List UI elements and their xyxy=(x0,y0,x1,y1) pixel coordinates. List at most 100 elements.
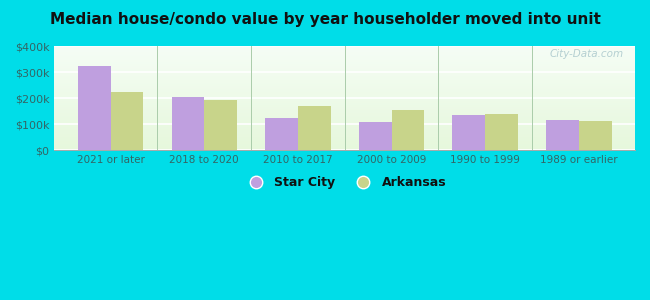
Bar xyxy=(55,55,635,56)
Bar xyxy=(55,149,635,150)
Text: City-Data.com: City-Data.com xyxy=(549,49,623,59)
Bar xyxy=(55,75,635,76)
Bar xyxy=(578,121,612,150)
Bar xyxy=(55,46,635,47)
Bar xyxy=(55,110,635,111)
Bar xyxy=(55,106,635,107)
Bar xyxy=(55,64,635,65)
Bar xyxy=(55,90,635,91)
Bar xyxy=(55,124,635,125)
Bar xyxy=(55,111,635,112)
Bar xyxy=(172,97,204,150)
Bar xyxy=(55,56,635,57)
Bar xyxy=(55,142,635,143)
Bar xyxy=(391,110,424,150)
Bar xyxy=(55,100,635,101)
Bar xyxy=(265,118,298,150)
Bar xyxy=(55,132,635,133)
Bar xyxy=(55,53,635,54)
Bar xyxy=(55,50,635,51)
Bar xyxy=(298,106,331,150)
Bar xyxy=(55,121,635,122)
Bar xyxy=(55,119,635,120)
Bar xyxy=(55,84,635,85)
Bar xyxy=(55,137,635,138)
Bar xyxy=(204,100,237,150)
Bar xyxy=(55,147,635,148)
Bar xyxy=(55,123,635,124)
Bar xyxy=(55,86,635,87)
Bar xyxy=(55,65,635,66)
Legend: Star City, Arkansas: Star City, Arkansas xyxy=(238,171,451,194)
Bar xyxy=(111,92,144,150)
Bar xyxy=(55,118,635,119)
Bar xyxy=(55,78,635,79)
Bar xyxy=(55,57,635,58)
Bar xyxy=(55,58,635,59)
Bar xyxy=(55,146,635,147)
Bar xyxy=(55,60,635,61)
Bar xyxy=(55,144,635,145)
Bar xyxy=(55,87,635,88)
Bar xyxy=(55,48,635,49)
Bar xyxy=(55,131,635,132)
Bar xyxy=(55,113,635,114)
Bar xyxy=(55,74,635,75)
Bar xyxy=(55,114,635,115)
Bar xyxy=(55,96,635,97)
Bar xyxy=(55,98,635,99)
Bar xyxy=(55,126,635,127)
Bar xyxy=(55,140,635,141)
Bar xyxy=(55,133,635,134)
Bar xyxy=(78,66,111,150)
Bar xyxy=(55,47,635,48)
Bar xyxy=(55,72,635,73)
Bar xyxy=(55,115,635,116)
Bar xyxy=(55,120,635,121)
Bar xyxy=(55,71,635,72)
Bar xyxy=(55,68,635,69)
Bar xyxy=(55,148,635,149)
Bar xyxy=(55,77,635,78)
Bar xyxy=(55,134,635,135)
Bar xyxy=(55,101,635,102)
Bar xyxy=(55,95,635,96)
Bar xyxy=(55,93,635,94)
Bar xyxy=(55,49,635,50)
Bar xyxy=(55,85,635,86)
Bar xyxy=(55,51,635,52)
Bar xyxy=(55,108,635,109)
Bar xyxy=(359,122,391,150)
Bar xyxy=(55,107,635,108)
Bar xyxy=(55,143,635,144)
Bar xyxy=(55,103,635,104)
Bar xyxy=(55,117,635,118)
Bar xyxy=(55,130,635,131)
Bar xyxy=(55,129,635,130)
Bar xyxy=(55,92,635,93)
Bar xyxy=(55,139,635,140)
Bar xyxy=(55,112,635,113)
Bar xyxy=(55,145,635,146)
Bar xyxy=(55,138,635,139)
Bar xyxy=(55,66,635,67)
Bar xyxy=(55,135,635,136)
Bar xyxy=(55,69,635,70)
Bar xyxy=(55,81,635,82)
Bar xyxy=(55,104,635,105)
Bar xyxy=(55,122,635,123)
Text: Median house/condo value by year householder moved into unit: Median house/condo value by year househo… xyxy=(49,12,601,27)
Bar xyxy=(55,88,635,89)
Bar xyxy=(55,59,635,60)
Bar xyxy=(55,61,635,62)
Bar xyxy=(55,102,635,103)
Bar xyxy=(55,141,635,142)
Bar xyxy=(55,80,635,81)
Bar xyxy=(55,73,635,74)
Bar xyxy=(55,97,635,98)
Bar xyxy=(452,115,485,150)
Bar xyxy=(55,54,635,55)
Bar xyxy=(55,89,635,90)
Bar xyxy=(55,125,635,126)
Bar xyxy=(55,128,635,129)
